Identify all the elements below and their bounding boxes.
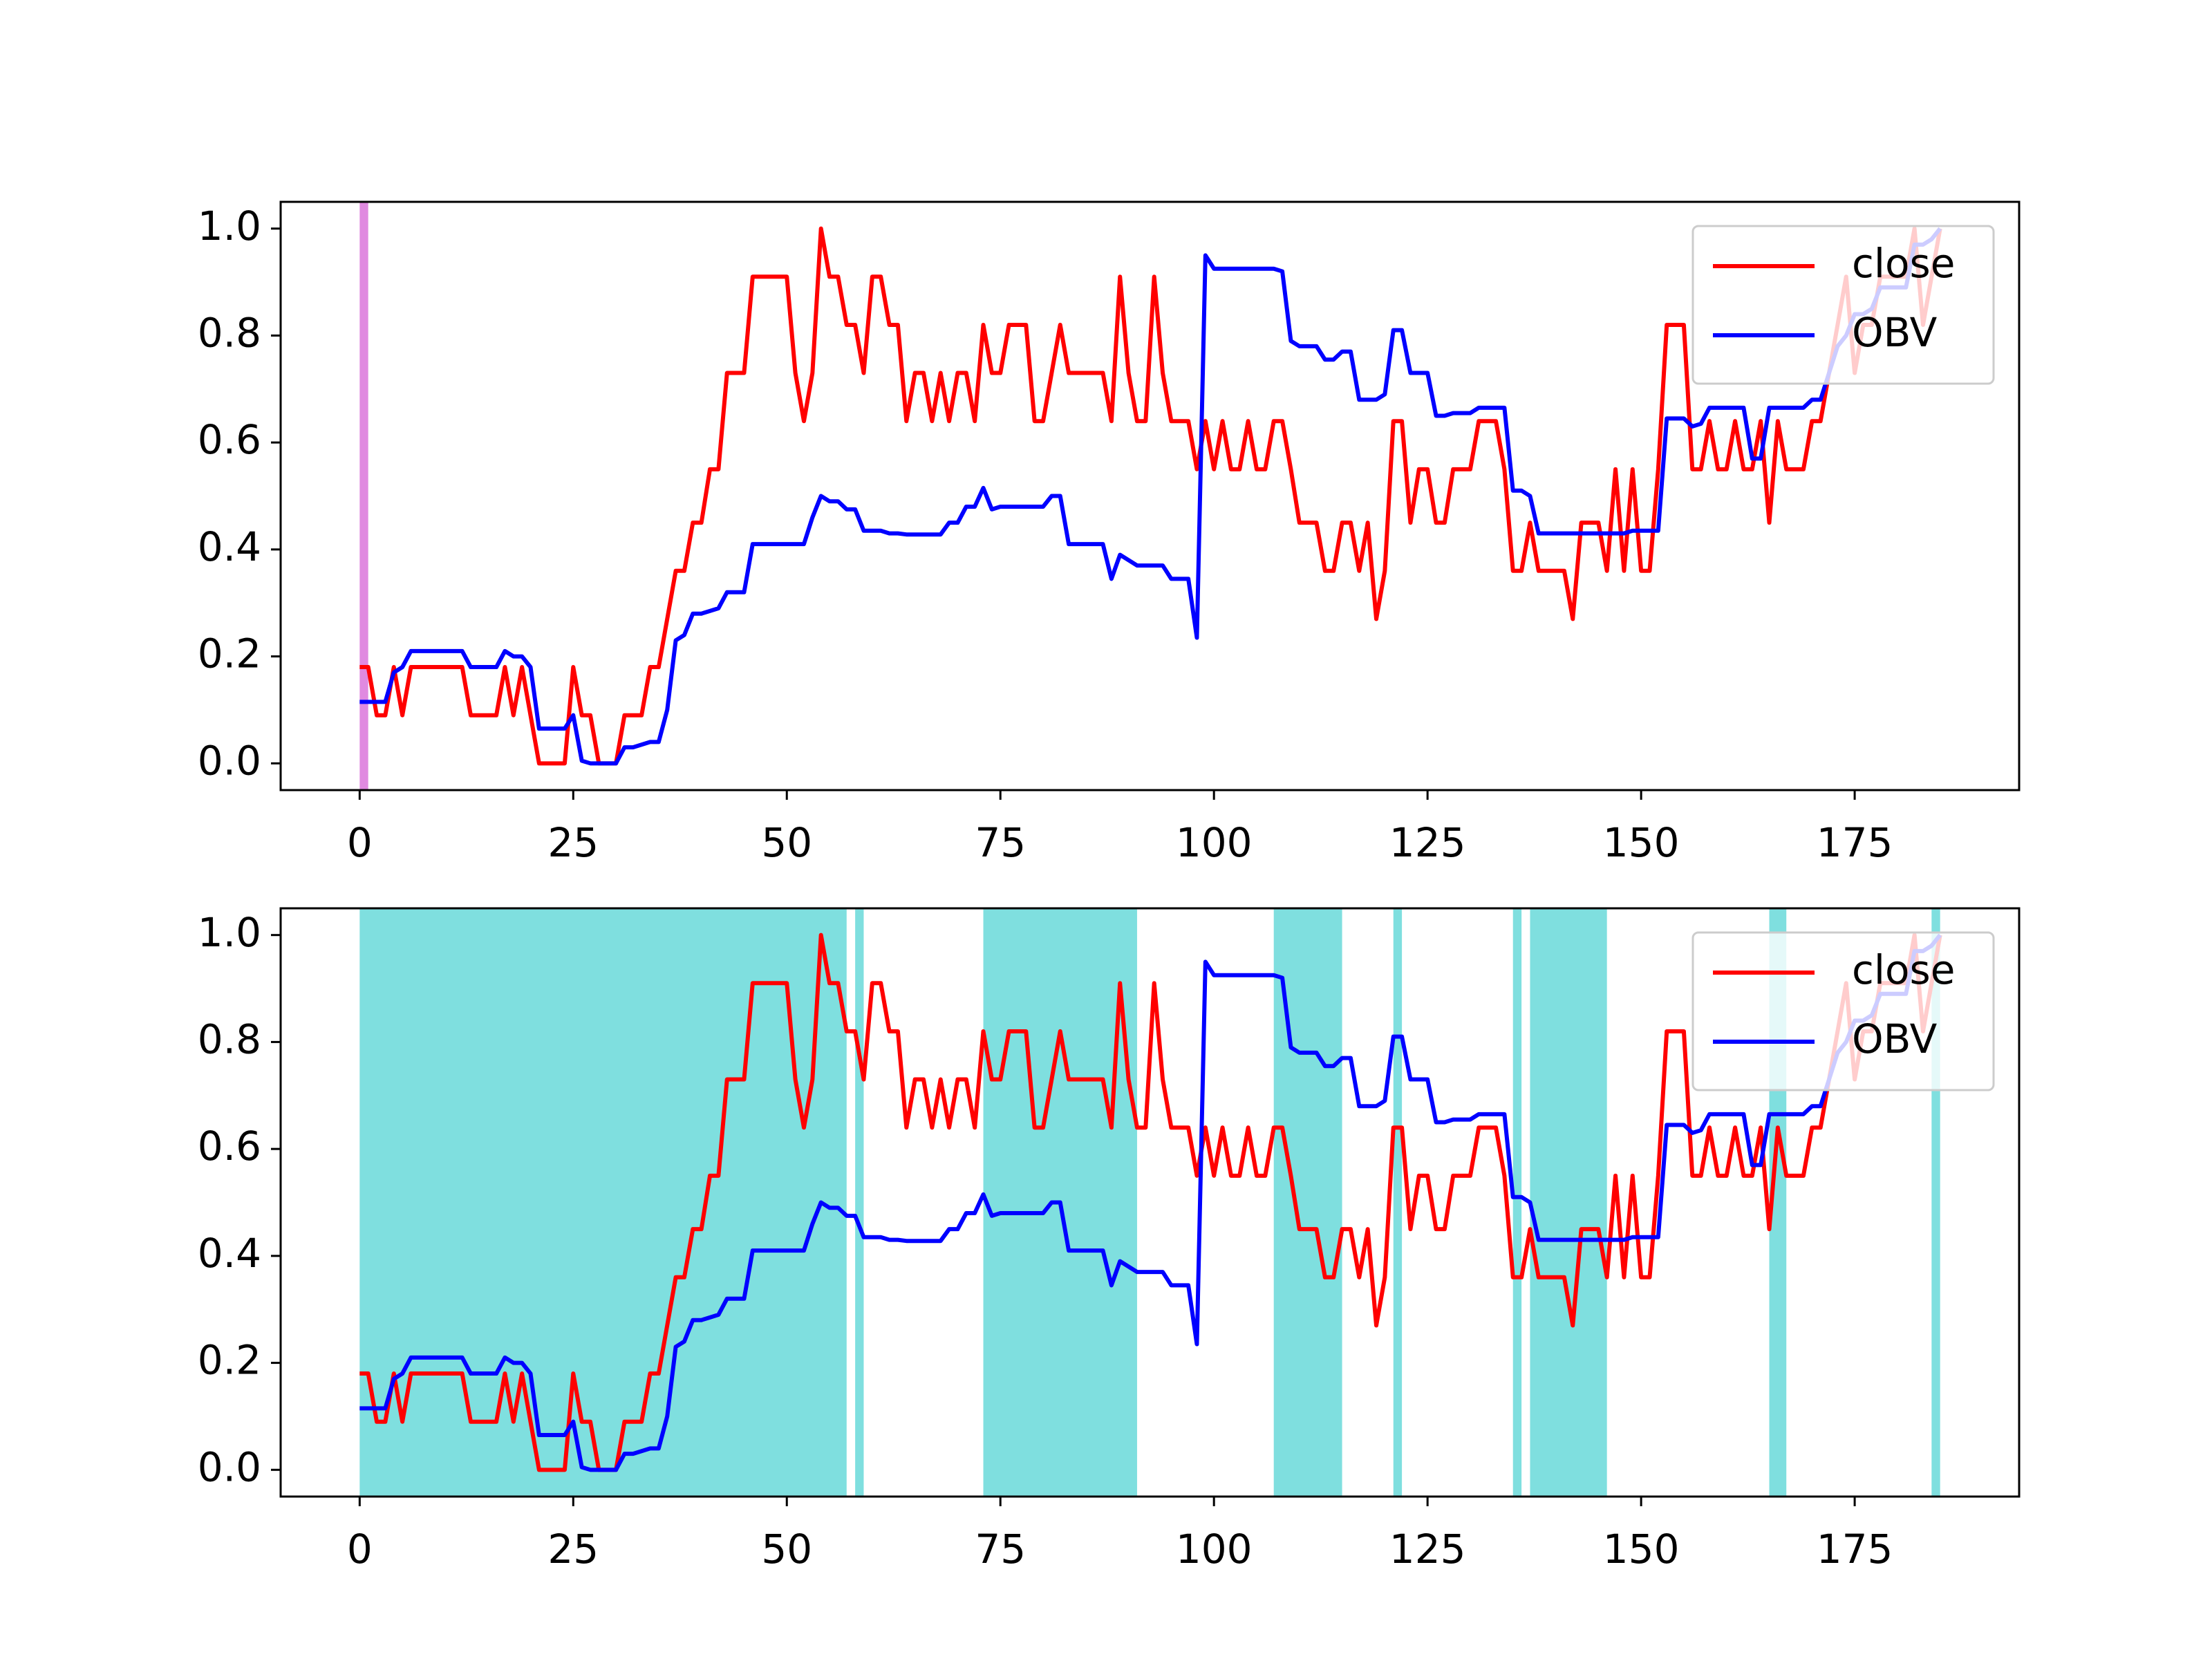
x-tick-label: 100 — [1176, 819, 1253, 866]
axes-frame — [279, 907, 2021, 1498]
line-0 — [359, 226, 1942, 766]
x-tick-label: 75 — [975, 1526, 1026, 1573]
x-tick-label: 150 — [1603, 1526, 1680, 1573]
y-tick-label: 1.0 — [198, 203, 261, 250]
y-tick-label: 0.8 — [198, 1016, 261, 1063]
shaded-span — [359, 908, 847, 1497]
x-tick-label: 175 — [1817, 819, 1893, 866]
shaded-span — [1530, 908, 1607, 1497]
y-tick-label: 0.2 — [198, 630, 261, 677]
y-tick-label: 0.6 — [198, 1123, 261, 1170]
x-tick-label: 75 — [975, 819, 1026, 866]
x-tick-label: 0 — [347, 819, 373, 866]
x-tick-label: 175 — [1817, 1526, 1893, 1573]
x-tick-label: 125 — [1389, 819, 1466, 866]
line-1 — [359, 933, 1942, 1472]
axes-frame — [279, 200, 2021, 791]
line-1 — [359, 227, 1942, 766]
x-tick-label: 50 — [761, 1526, 812, 1573]
axes: 0 25 50 75 100 125 150 175 0.0 0.2 0.4 0.6 0.8 1.0 clo… — [198, 907, 2021, 1573]
legend: close OBV — [1691, 931, 1995, 1091]
y-tick-label: 0.0 — [198, 1443, 261, 1490]
shaded-span — [1393, 908, 1403, 1497]
legend-label: close — [1852, 240, 1955, 287]
x-tick-label: 100 — [1176, 1526, 1253, 1573]
x-tick-label: 50 — [761, 819, 812, 866]
y-tick-label: 0.4 — [198, 523, 261, 570]
x-tick-label: 0 — [347, 1526, 373, 1573]
plot-area — [359, 202, 1942, 790]
legend-label: OBV — [1852, 309, 1938, 356]
shaded-span — [359, 202, 368, 790]
x-tick-label: 150 — [1603, 819, 1680, 866]
legend-label: OBV — [1852, 1015, 1938, 1062]
x-tick-label: 25 — [547, 1526, 599, 1573]
shaded-span — [1512, 908, 1522, 1497]
x-tick-label: 125 — [1389, 1526, 1466, 1573]
y-tick-label: 0.6 — [198, 416, 261, 463]
legend-label: close — [1852, 946, 1955, 993]
axes: 0 25 50 75 100 125 150 175 0.0 0.2 0.4 0.6 0.8 1.0 clo… — [198, 200, 2021, 866]
legend: close OBV — [1691, 225, 1995, 385]
y-tick-label: 0.0 — [198, 737, 261, 784]
y-tick-label: 1.0 — [198, 909, 261, 956]
y-tick-label: 0.8 — [198, 310, 261, 357]
line-0 — [359, 932, 1942, 1472]
plot-area — [359, 908, 1942, 1497]
y-tick-label: 0.4 — [198, 1230, 261, 1277]
y-tick-label: 0.2 — [198, 1337, 261, 1384]
x-tick-label: 25 — [547, 819, 599, 866]
shaded-span — [855, 908, 864, 1497]
